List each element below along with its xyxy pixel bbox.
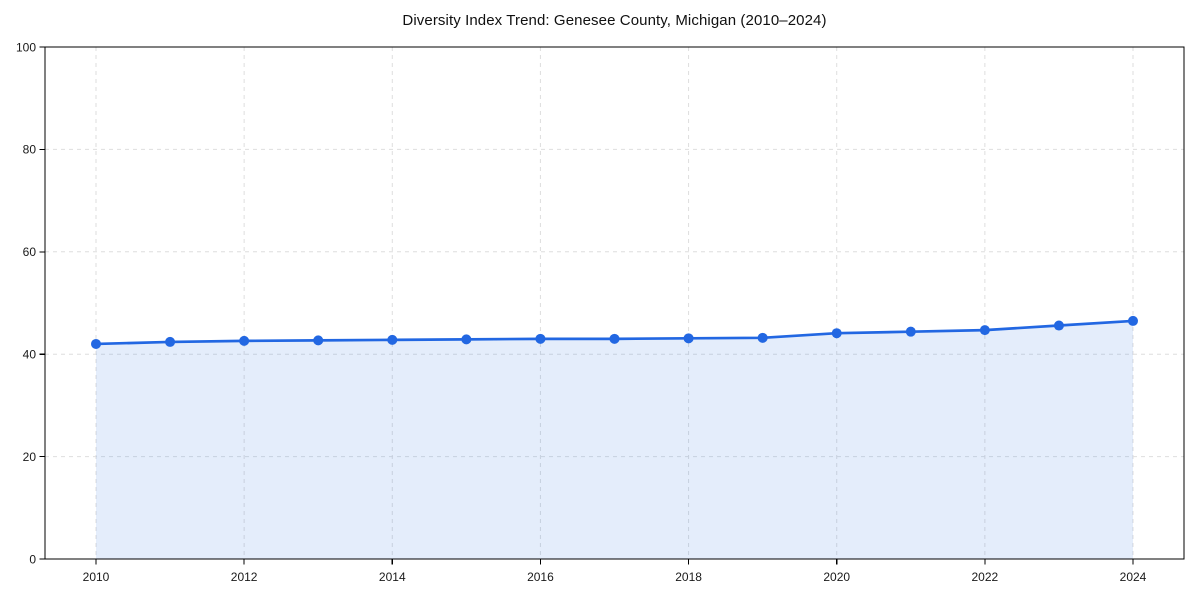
- x-tick-label-2020: 2020: [823, 570, 850, 584]
- data-point-2014: [387, 334, 398, 345]
- plot-border: [44, 46, 1185, 560]
- data-point-2023: [1053, 320, 1064, 331]
- data-point-2010: [91, 338, 101, 349]
- data-point-2016: [535, 333, 546, 344]
- data-point-2015: [461, 334, 472, 345]
- x-tick-label-2018: 2018: [675, 570, 702, 584]
- data-point-2020: [831, 328, 842, 339]
- x-tick-label-2022: 2022: [972, 570, 999, 584]
- y-tick-label-20: 20: [23, 450, 37, 464]
- data-point-2022: [979, 325, 990, 336]
- data-point-2012: [239, 335, 250, 346]
- x-tick-label-2014: 2014: [379, 570, 406, 584]
- y-tick-label-0: 0: [29, 552, 36, 566]
- x-tick-label-2010: 2010: [83, 570, 110, 584]
- x-tick-label-2024: 2024: [1120, 570, 1147, 584]
- y-tick-label-100: 100: [16, 40, 36, 54]
- chart-title: Diversity Index Trend: Genesee County, M…: [402, 12, 827, 29]
- data-point-2011: [165, 336, 176, 347]
- x-tick-label-2016: 2016: [527, 570, 554, 584]
- data-point-2019: [757, 332, 768, 343]
- data-point-2024: [1128, 315, 1138, 326]
- data-point-2018: [683, 333, 694, 344]
- x-tick-label-2012: 2012: [231, 570, 258, 584]
- y-tick-label-40: 40: [23, 348, 37, 362]
- data-point-2013: [313, 335, 324, 346]
- y-tick-label-80: 80: [23, 143, 37, 157]
- area-fill: [96, 320, 1133, 559]
- data-point-2021: [905, 326, 916, 337]
- y-tick-label-60: 60: [23, 245, 37, 259]
- data-point-2017: [609, 333, 620, 344]
